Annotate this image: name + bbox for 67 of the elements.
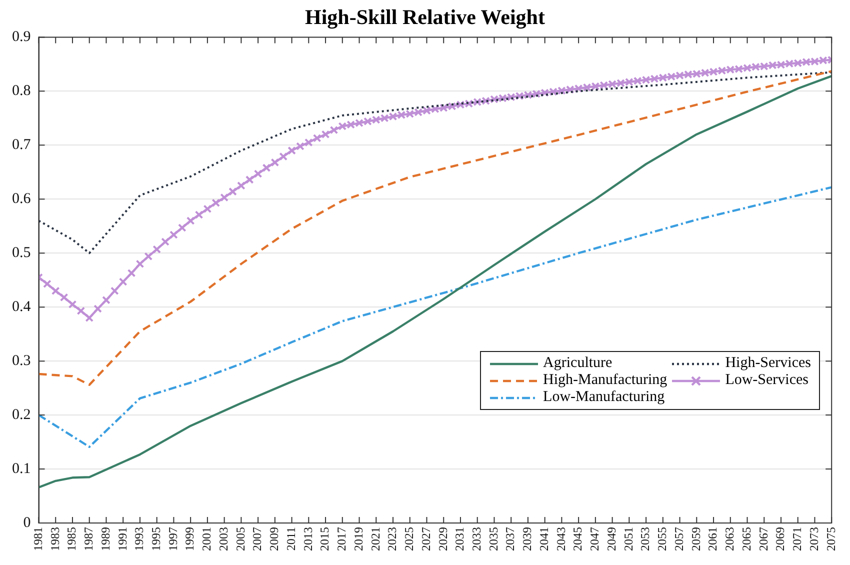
x-tick-label: 1983: [48, 527, 62, 551]
y-tick-label: 0.6: [12, 191, 32, 208]
legend-label: High-Manufacturing: [543, 372, 668, 389]
y-tick-label: 0.7: [12, 137, 32, 154]
x-tick-label: 1999: [182, 527, 197, 551]
x-tick-label: 1987: [82, 527, 96, 551]
y-tick-label: 0.8: [12, 83, 31, 100]
x-tick-label: 2021: [368, 527, 382, 551]
x-tick-label: 2031: [452, 527, 467, 551]
x-tick-label: 2043: [554, 527, 568, 551]
line-series: [38, 70, 832, 386]
y-tick-label: 0.5: [12, 245, 31, 262]
y-tick-label: 0: [23, 514, 31, 531]
legend-label: Low-Services: [725, 372, 808, 389]
x-tick-label: 2067: [756, 527, 770, 551]
chart-title: High-Skill Relative Weight: [305, 5, 545, 30]
x-tick-label: 2075: [824, 527, 838, 551]
y-tick-label: 0.9: [12, 29, 31, 46]
y-tick-label: 0.3: [12, 353, 31, 370]
x-tick-label: 2059: [688, 527, 703, 551]
x-tick-label: 1989: [98, 527, 112, 551]
x-tick-label: 2051: [621, 527, 636, 551]
x-tick-label: 2015: [318, 527, 332, 551]
x-tick-label: 2025: [402, 527, 416, 551]
x-tick-label: 1985: [64, 527, 79, 551]
x-tick-label: 2017: [334, 527, 349, 551]
x-tick-label: 2073: [806, 527, 821, 551]
x-tick-label: 2063: [722, 527, 737, 551]
x-tick-label: 2009: [267, 527, 282, 551]
x-tick-label: 1995: [148, 527, 163, 551]
x-tick-label: 2071: [790, 527, 804, 551]
x-tick-label: 2039: [520, 527, 534, 551]
x-tick-label: 1981: [30, 527, 45, 551]
x-tick-label: 2035: [486, 527, 500, 551]
y-tick-label: 0.4: [12, 299, 32, 316]
x-tick-label: 1997: [166, 527, 180, 551]
line-series: [38, 71, 832, 254]
y-tick-label: 0.2: [12, 406, 31, 423]
x-tick-label: 2049: [604, 527, 618, 551]
x-tick-label: 2001: [200, 527, 214, 551]
x-tick-label: 2011: [284, 527, 298, 551]
x-tick-label: 2027: [418, 527, 433, 551]
x-tick-label: 2047: [588, 527, 602, 551]
x-tick-label: 2057: [672, 527, 686, 551]
x-tick-label: 2033: [470, 527, 484, 551]
line-series: [38, 186, 832, 448]
x-tick-label: 2045: [570, 527, 585, 551]
x-tick-label: 2053: [638, 527, 652, 551]
x-tick-label: 1993: [132, 527, 146, 551]
x-tick-label: 2019: [351, 527, 366, 551]
x-tick-label: 2023: [385, 527, 400, 551]
x-tick-label: 2061: [706, 527, 720, 551]
x-tick-label: 2065: [739, 527, 754, 551]
x-tick-label: 2069: [773, 527, 788, 551]
x-tick-label: 2029: [436, 527, 450, 551]
x-tick-label: 2055: [655, 527, 670, 551]
x-tick-label: 2007: [250, 527, 264, 551]
legend-label: High-Services: [725, 355, 811, 372]
x-tick-label: 2003: [216, 527, 230, 551]
legend-label: Low-Manufacturing: [543, 389, 665, 406]
y-tick-label: 0.1: [12, 460, 31, 477]
x-tick-label: 2037: [503, 527, 518, 551]
x-tick-label: 2005: [233, 527, 248, 551]
x-tick-label: 2041: [536, 527, 551, 551]
x-tick-label: 2013: [300, 527, 315, 551]
x-tick-label: 1991: [115, 527, 130, 551]
legend-label: Agriculture: [543, 355, 612, 372]
